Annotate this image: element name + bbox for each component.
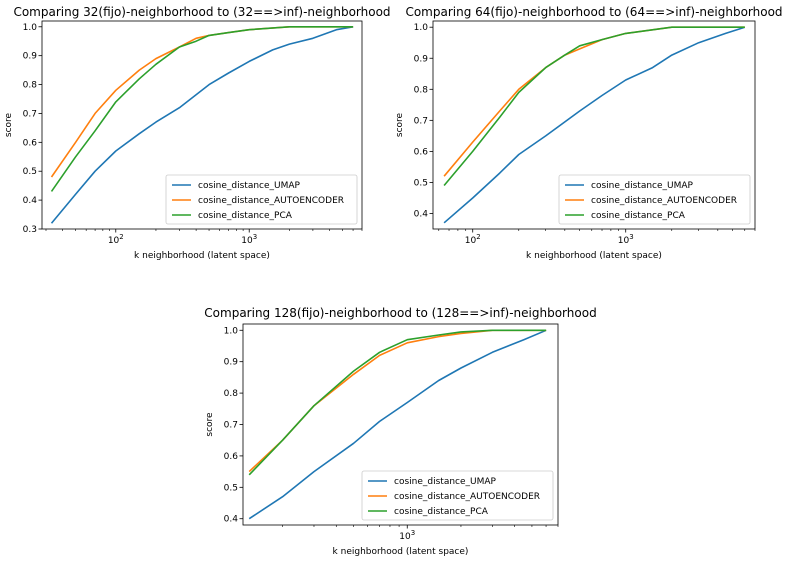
chart-title: Comparing 128(fijo)-neighborhood to (128… [204,306,596,320]
x-tick-base: 10 [465,236,477,246]
y-tick-label: 0.9 [414,54,429,64]
series-line-cosine-distance-pca [443,26,745,187]
legend-entry: cosine_distance_UMAP [198,181,301,191]
chart-title: Comparing 32(fijo)-neighborhood to (32==… [13,5,390,19]
x-axis-label: k neighborhood (latent space) [134,251,270,261]
x-tick-label: 103 [241,233,257,246]
y-tick-label: 0.5 [414,178,428,188]
y-axis-label: score [395,112,405,137]
x-tick-base: 10 [618,236,630,246]
y-tick-label: 0.6 [414,147,429,157]
x-tick-exponent: 3 [411,529,415,537]
x-tick-base: 10 [241,236,253,246]
y-tick-label: 0.6 [23,138,38,148]
legend-entry: cosine_distance_AUTOENCODER [198,196,344,206]
series-line-cosine-distance-umap [443,26,746,224]
series-line-cosine-distance-pca [248,329,547,476]
legend: cosine_distance_UMAP cosine_distance_AUTO… [165,174,358,225]
y-tick-label: 0.8 [224,389,239,399]
x-tick-label: 102 [465,233,481,246]
y-tick-label: 0.5 [23,167,37,177]
y-tick-label: 0.7 [414,116,428,126]
legend-entry: cosine_distance_AUTOENCODER [591,196,737,206]
legend-entry: cosine_distance_PCA [198,211,293,221]
x-axis-label: k neighborhood (latent space) [333,547,469,557]
x-axis-label: k neighborhood (latent space) [526,251,662,261]
x-tick-exponent: 3 [253,233,257,241]
x-tick-label: 103 [618,233,634,246]
y-tick-label: 0.9 [23,52,38,62]
y-tick-label: 1.0 [224,326,239,336]
plot-frame [41,20,363,230]
y-tick-label: 0.5 [224,483,238,493]
y-tick-label: 0.4 [414,209,429,219]
y-tick-label: 0.4 [224,515,239,525]
plot-frame [432,20,756,230]
legend-entry: cosine_distance_UMAP [591,181,694,191]
legend-entry: cosine_distance_PCA [591,211,686,221]
x-tick-exponent: 3 [629,233,633,241]
x-tick-exponent: 2 [476,233,480,241]
y-tick-label: 0.7 [224,421,238,431]
y-tick-label: 0.6 [224,452,239,462]
chart-title: Comparing 64(fijo)-neighborhood to (64==… [405,5,782,19]
y-axis-label: score [4,112,14,137]
legend-box [558,174,751,225]
chart-1: Comparing 32(fijo)-neighborhood to (32==… [4,5,391,261]
y-tick-label: 0.8 [414,85,429,95]
y-tick-label: 0.9 [224,358,239,368]
legend-box [165,174,358,225]
chart-3: Comparing 128(fijo)-neighborhood to (128… [204,306,596,557]
y-tick-label: 1.0 [23,23,38,33]
y-tick-label: 0.7 [23,109,37,119]
series-line-cosine-distance-pca [50,26,354,192]
legend-entry: cosine_distance_AUTOENCODER [394,492,540,502]
series-line-cosine-distance-autoencoder [248,329,547,473]
y-tick-label: 0.3 [23,225,37,235]
series-line-cosine-distance-umap [50,26,354,224]
legend: cosine_distance_UMAP cosine_distance_AUTO… [558,174,751,225]
legend-entry: cosine_distance_UMAP [394,477,497,487]
y-tick-label: 1.0 [414,23,429,33]
y-axis-label: score [205,412,215,437]
legend-box [361,470,554,521]
series-line-cosine-distance-autoencoder [50,26,354,178]
x-tick-label: 103 [399,529,415,542]
legend-entry: cosine_distance_PCA [394,507,489,517]
x-tick-base: 10 [108,236,120,246]
legend: cosine_distance_UMAP cosine_distance_AUTO… [361,470,554,521]
series-line-cosine-distance-umap [248,329,547,520]
y-tick-label: 0.8 [23,81,38,91]
x-tick-base: 10 [399,532,411,542]
y-tick-label: 0.4 [23,196,38,206]
x-tick-label: 102 [108,233,124,246]
x-tick-exponent: 2 [119,233,123,241]
chart-2: Comparing 64(fijo)-neighborhood to (64==… [395,5,783,261]
